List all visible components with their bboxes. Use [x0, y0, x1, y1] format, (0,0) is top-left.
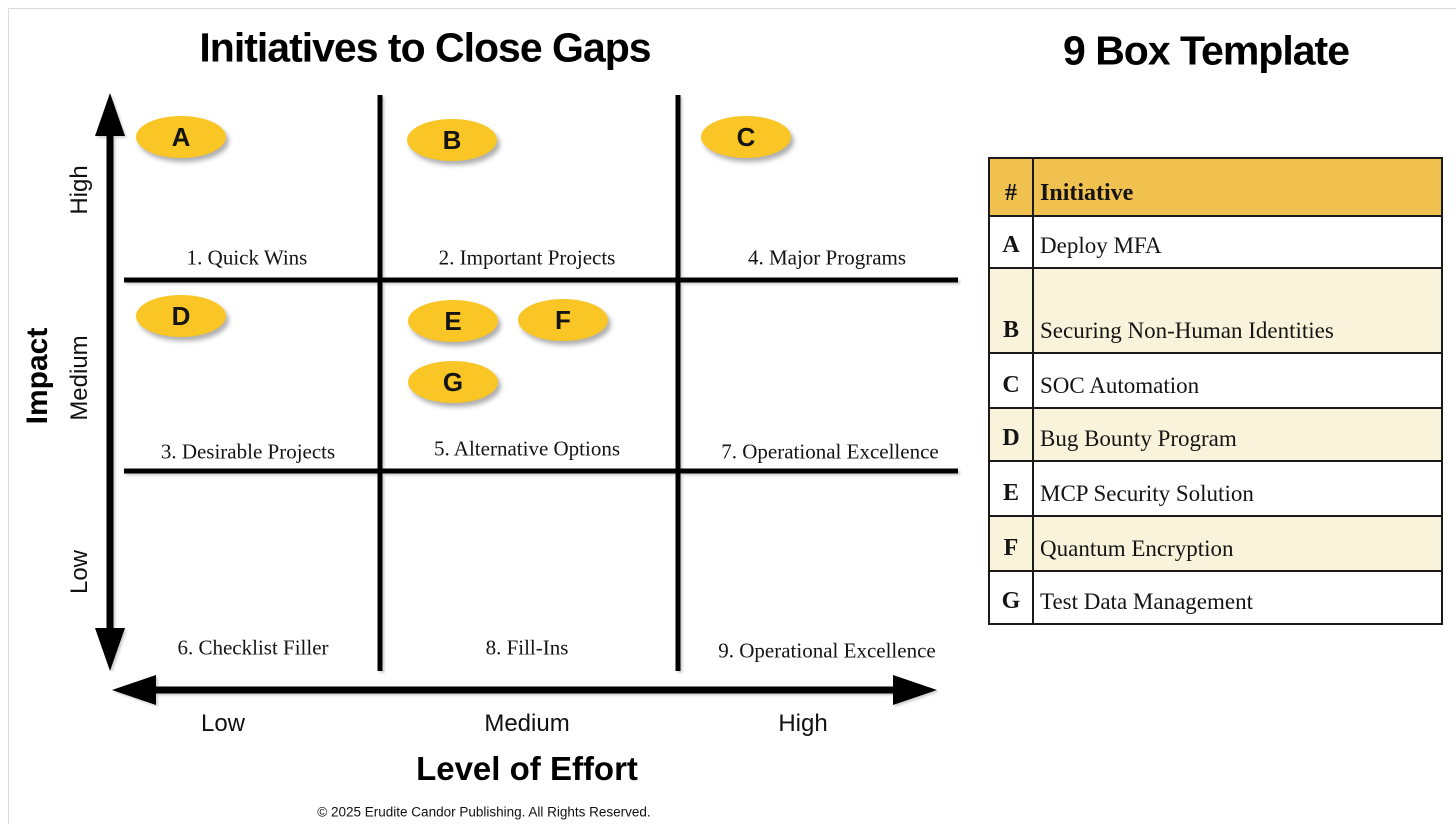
bubble-letter: A [171, 121, 191, 152]
table-header-number: # [988, 157, 1034, 217]
row-id: G [988, 570, 1034, 625]
table-row: F Quantum Encryption [988, 515, 1443, 572]
bubble-letter: G [442, 366, 464, 397]
row-id: C [988, 352, 1034, 409]
cell-label-major-programs: 4. Major Programs [747, 245, 907, 270]
row-id: B [988, 267, 1034, 354]
page-frame-left-line [8, 8, 9, 824]
cell-label-alternative-options: 5. Alternative Options [433, 436, 621, 461]
row-initiative: SOC Automation [1032, 352, 1443, 409]
bubble-initiative-c: C [701, 116, 791, 158]
row-initiative: Bug Bounty Program [1032, 407, 1443, 462]
initiatives-table: # Initiative A Deploy MFA B Securing Non… [988, 157, 1443, 625]
page-frame-top-line [8, 8, 1456, 9]
bubble-letter: B [442, 124, 462, 155]
bubble-letter: C [736, 121, 756, 152]
bubble-initiative-g: G [408, 361, 498, 403]
bubble-initiative-d: D [136, 295, 226, 337]
bubble-letter: E [444, 305, 462, 336]
effort-tick-low: Low [200, 710, 246, 737]
table-row: G Test Data Management [988, 570, 1443, 625]
cell-label-important-projects: 2. Important Projects [438, 245, 616, 270]
effort-tick-high: High [778, 710, 828, 737]
impact-tick-low: Low [66, 549, 93, 595]
effort-axis-arrowhead-right [893, 675, 937, 705]
cell-label-checklist-filler: 6. Checklist Filler [177, 635, 329, 660]
matrix-title: Initiatives to Close Gaps [199, 24, 651, 71]
cell-label-operational-excellence-9: 9. Operational Excellence [718, 638, 936, 663]
table-header-row: # Initiative [988, 157, 1443, 217]
row-id: E [988, 460, 1034, 517]
impact-axis-arrowhead-up [95, 93, 125, 136]
table-row: A Deploy MFA [988, 215, 1443, 269]
bubble-initiative-b: B [407, 119, 497, 161]
impact-tick-medium: Medium [66, 335, 93, 421]
row-initiative: MCP Security Solution [1032, 460, 1443, 517]
effort-axis-label: Level of Effort [416, 750, 638, 787]
effort-axis-arrowhead-left [112, 675, 156, 705]
cell-label-desirable-projects: 3. Desirable Projects [160, 439, 336, 464]
table-row: C SOC Automation [988, 352, 1443, 409]
row-id: D [988, 407, 1034, 462]
impact-tick-high: High [66, 165, 93, 215]
matrix-linework [95, 93, 958, 705]
cell-label-fill-ins: 8. Fill-Ins [485, 635, 569, 660]
impact-axis-arrowhead-down [95, 628, 125, 671]
table-row: B Securing Non-Human Identities [988, 267, 1443, 354]
row-id: A [988, 215, 1034, 269]
cell-label-operational-excellence-7: 7. Operational Excellence [721, 439, 939, 464]
row-id: F [988, 515, 1034, 572]
table-row: D Bug Bounty Program [988, 407, 1443, 462]
row-initiative: Deploy MFA [1032, 215, 1443, 269]
row-initiative: Securing Non-Human Identities [1032, 267, 1443, 354]
row-initiative: Test Data Management [1032, 570, 1443, 625]
bubble-initiative-e: E [408, 300, 498, 342]
bubble-initiative-f: F [518, 299, 608, 341]
impact-axis-label: Impact [21, 327, 54, 425]
table-title: 9 Box Template [1063, 27, 1350, 74]
effort-tick-medium: Medium [484, 710, 570, 737]
table-row: E MCP Security Solution [988, 460, 1443, 517]
cell-label-quick-wins: 1. Quick Wins [186, 245, 308, 270]
row-initiative: Quantum Encryption [1032, 515, 1443, 572]
bubble-letter: F [555, 304, 571, 335]
copyright-text: © 2025 Erudite Candor Publishing. All Ri… [317, 804, 651, 820]
bubble-initiative-a: A [136, 116, 226, 158]
bubble-letter: D [171, 300, 191, 331]
table-header-initiative: Initiative [1032, 157, 1443, 217]
